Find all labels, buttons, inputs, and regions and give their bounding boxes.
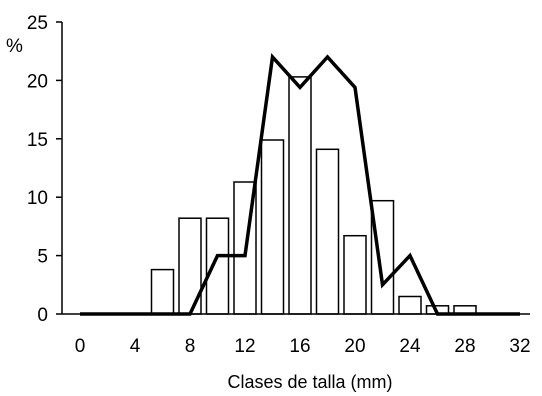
bar-16mm: [288, 76, 312, 315]
x-tick-label-28: 28: [454, 336, 475, 357]
bars-layer: [150, 76, 477, 315]
x-tick-label-12: 12: [234, 336, 255, 357]
bar-6mm: [150, 268, 175, 315]
y-tick-label-0: 0: [37, 305, 48, 326]
y-tick-label-20: 20: [27, 71, 48, 92]
x-tick-label-16: 16: [289, 336, 310, 357]
x-tick-label-20: 20: [344, 336, 365, 357]
bar-24mm: [398, 295, 422, 315]
bar-18mm: [315, 148, 340, 315]
y-ticks-layer: 0 5 10 15 20 25: [27, 13, 62, 326]
x-tick-label-4: 4: [130, 336, 141, 357]
y-tick-label-25: 25: [27, 13, 48, 34]
x-tick-label-32: 32: [509, 336, 530, 357]
x-tick-label-8: 8: [185, 336, 196, 357]
x-ticks-layer: 0 4 8 12 16 20 24 28 32: [75, 336, 531, 357]
y-tick-label-15: 15: [27, 130, 48, 151]
bar-14mm: [260, 139, 285, 315]
y-axis-unit-label: %: [6, 36, 23, 57]
bar-20mm: [343, 234, 367, 315]
y-tick-label-10: 10: [27, 188, 48, 209]
axes-layer: [61, 22, 530, 315]
x-tick-label-0: 0: [75, 336, 86, 357]
x-tick-label-24: 24: [399, 336, 421, 357]
y-tick-label-5: 5: [37, 247, 48, 268]
x-axis-title: Clases de talla (mm): [227, 372, 392, 392]
bar-10mm: [205, 217, 230, 315]
